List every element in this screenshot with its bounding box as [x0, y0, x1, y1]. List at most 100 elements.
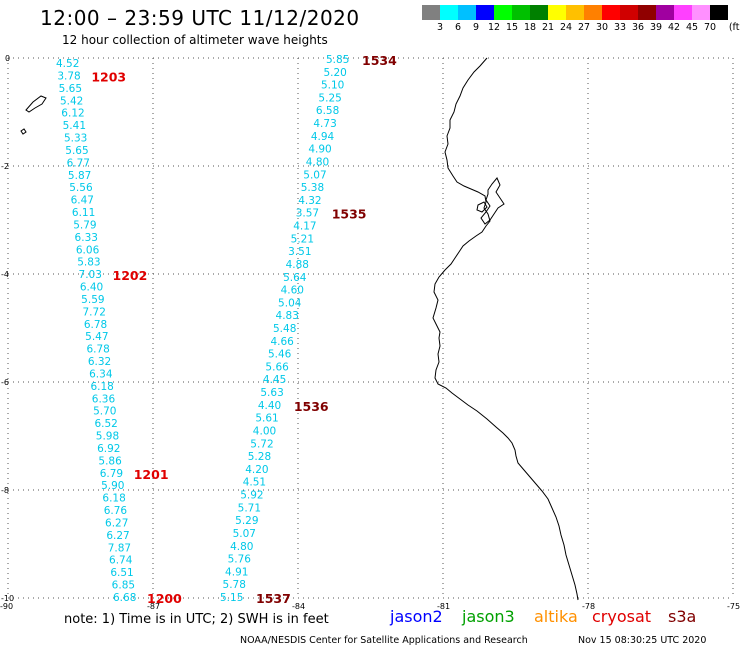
- color-scale-bar: [422, 5, 728, 20]
- color-swatch: [476, 5, 494, 20]
- wave-height-value: 6.27: [106, 530, 129, 542]
- wave-height-value: 5.48: [273, 323, 296, 335]
- color-scale-label: 42: [667, 22, 681, 33]
- color-scale-label: 70: [703, 22, 717, 33]
- wave-height-value: 6.51: [110, 567, 133, 579]
- wave-height-value: 6.11: [72, 207, 95, 219]
- wave-height-value: 5.07: [303, 169, 326, 181]
- wave-height-value: 6.36: [92, 393, 116, 405]
- wave-height-value: 4.17: [293, 221, 316, 233]
- wave-height-value: 3.57: [296, 208, 319, 220]
- wave-height-value: 5.33: [64, 133, 87, 145]
- wave-height-value: 5.04: [278, 297, 302, 309]
- lon-tick-label: -84: [292, 602, 305, 611]
- color-swatch: [566, 5, 584, 20]
- wave-height-value: 5.71: [238, 502, 261, 514]
- color-scale-label: 30: [595, 22, 609, 33]
- pass-time-label: 1203: [91, 69, 126, 84]
- color-swatch: [440, 5, 458, 20]
- wave-height-value: 5.70: [93, 406, 116, 418]
- wave-height-value: 5.78: [223, 579, 246, 591]
- color-scale-label: 6: [454, 22, 462, 33]
- map-grid: [7, 57, 734, 599]
- wave-height-value: 4.51: [243, 477, 266, 489]
- wave-height-value: 6.18: [102, 493, 125, 505]
- wave-height-value: 5.10: [321, 80, 344, 92]
- wave-height-value: 4.90: [308, 144, 331, 156]
- wave-height-value: 6.12: [61, 108, 84, 120]
- lat-tick-label: -10: [1, 594, 14, 603]
- lon-tick-label: -75: [727, 602, 740, 611]
- color-scale-unit: (ft): [728, 22, 740, 33]
- axis-labels: -90 -87 -84 -81 -78 -75 0 -2 -4 -6 -8 -10: [0, 54, 740, 611]
- color-scale-label: 9: [472, 22, 480, 33]
- color-scale-label: 36: [631, 22, 645, 33]
- wave-height-value: 4.40: [258, 400, 281, 412]
- wave-height-value: 6.47: [71, 195, 94, 207]
- wave-height-value: 6.33: [75, 232, 98, 244]
- wave-height-value: 5.90: [101, 480, 124, 492]
- wave-height-value: 5.42: [60, 95, 83, 107]
- legend-jason3: jason3: [462, 607, 515, 626]
- coastline-south-america: [432, 57, 579, 601]
- generation-timestamp: Nov 15 08:30:25 UTC 2020: [578, 635, 707, 646]
- wave-height-value: 6.74: [109, 555, 133, 567]
- color-swatch: [710, 5, 728, 20]
- color-scale-label: 27: [577, 22, 591, 33]
- color-scale-label: 3: [436, 22, 444, 33]
- pass-time-label: 1536: [294, 399, 329, 414]
- color-scale-label: 39: [649, 22, 663, 33]
- wave-height-value: 5.79: [73, 219, 96, 231]
- lat-tick-label: -8: [1, 486, 9, 495]
- galapagos-island: [25, 95, 47, 113]
- color-swatch: [512, 5, 530, 20]
- color-scale-label: 12: [487, 22, 501, 33]
- wave-height-value: 4.91: [225, 566, 248, 578]
- wave-height-value: 5.76: [228, 554, 252, 566]
- pass-time-label: 1200: [147, 591, 182, 606]
- color-swatch: [458, 5, 476, 20]
- wave-height-value: 4.66: [270, 336, 294, 348]
- pass-time-label: 1535: [332, 207, 367, 222]
- wave-height-value: 6.40: [80, 282, 103, 294]
- lon-tick-label: -90: [0, 602, 13, 611]
- wave-height-value: 7.03: [79, 269, 102, 281]
- wave-height-value: 6.68: [113, 592, 136, 604]
- wave-height-value: 5.65: [59, 83, 82, 95]
- pass-time-label: 1534: [362, 53, 397, 68]
- wave-height-value: 5.38: [301, 182, 324, 194]
- wave-height-value: 5.64: [283, 272, 307, 284]
- wave-height-value: 6.76: [104, 505, 128, 517]
- lat-tick-label: -4: [1, 270, 9, 279]
- wave-height-value: 4.45: [263, 374, 286, 386]
- lon-tick-label: -87: [147, 602, 160, 611]
- wave-height-value: 5.98: [96, 431, 119, 443]
- wave-height-value: 4.52: [56, 58, 79, 70]
- wave-height-value: 5.63: [260, 387, 283, 399]
- coastline: [20, 57, 579, 601]
- wave-height-value: 3.78: [57, 70, 80, 82]
- wave-height-value: 5.20: [323, 67, 346, 79]
- wave-height-value: 6.58: [316, 105, 339, 117]
- lat-tick-label: -6: [1, 378, 9, 387]
- lon-tick-label: -78: [582, 602, 595, 611]
- gulf-of-guayaquil: [480, 177, 505, 225]
- wave-height-value: 4.80: [230, 541, 253, 553]
- lat-tick-label: 0: [5, 54, 10, 63]
- wave-height-value: 4.83: [276, 310, 299, 322]
- legend-cryosat: cryosat: [592, 607, 652, 626]
- color-swatch: [530, 5, 548, 20]
- wave-height-value: 5.25: [318, 92, 341, 104]
- page-subtitle: 12 hour collection of altimeter wave hei…: [62, 33, 328, 47]
- wave-height-value: 4.32: [298, 195, 321, 207]
- legend-s3a: s3a: [668, 607, 697, 626]
- color-scale-label: 15: [505, 22, 519, 33]
- color-scale-label: 18: [523, 22, 537, 33]
- galapagos-islet: [20, 128, 27, 135]
- wave-height-value: 6.52: [94, 418, 117, 430]
- wave-height-value: 6.34: [89, 368, 113, 380]
- wave-height-value: 5.86: [98, 455, 122, 467]
- legend-altika: altika: [534, 607, 578, 626]
